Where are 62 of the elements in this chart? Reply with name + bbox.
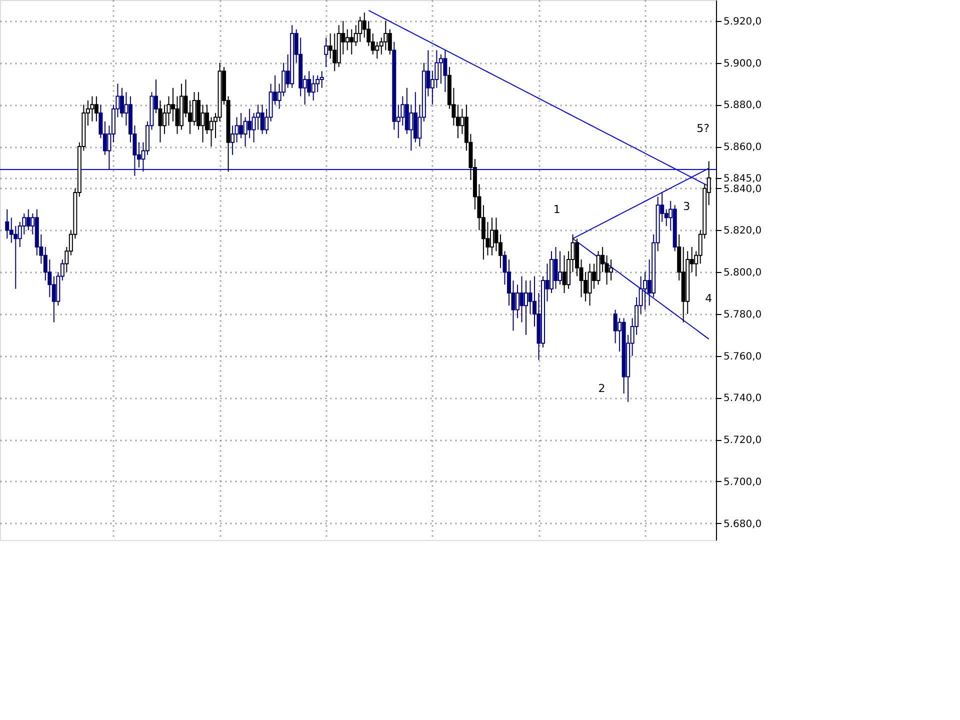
candlestick [438,54,443,84]
candlestick [90,96,94,122]
candlestick [609,259,614,281]
y-tick-label: 5.720,0 [724,435,762,446]
candlestick [558,250,562,286]
candlestick [456,104,460,139]
candlestick [554,246,558,290]
candlestick [320,70,324,88]
candlestick [520,276,524,323]
y-tick-label: 5.845,0 [724,173,762,184]
candlestick [409,104,414,152]
candlestick [345,28,350,51]
candlestick [524,280,528,336]
candlestick [158,100,162,143]
y-tick-label: 5.780,0 [724,309,762,320]
candlestick [643,272,648,310]
candlestick [5,208,10,240]
candlestick [332,32,337,72]
candlestick [311,74,316,101]
y-tick-label: 5.700,0 [724,476,762,488]
candlestick [358,16,362,42]
candlestick [375,41,380,60]
candlestick [664,208,668,227]
candlestick [604,254,609,286]
candlestick [94,96,98,122]
y-tick-label: 5.860,0 [724,142,762,154]
y-tick-label: 5.800,0 [724,268,762,279]
candlestick [588,263,592,306]
candlestick [443,50,448,93]
candlestick [370,32,375,55]
y-tick-label: 5.680,0 [724,518,762,530]
candlestick [209,116,214,148]
annotation: 5? [696,122,710,135]
candlestick [230,125,235,156]
y-tick-label: 5.760,0 [724,351,762,362]
y-tick-label: 5.880,0 [724,100,762,112]
candlestick [528,280,532,314]
candlestick [200,104,205,143]
candlestick [324,37,328,68]
candlestick [248,108,252,139]
candlestick [498,234,502,268]
candlestick [26,208,30,231]
candlestick [490,217,494,256]
annotation: 3 [683,200,690,213]
candlestick [562,254,566,294]
y-tick-label: 5.740,0 [724,393,762,404]
candlestick [350,28,354,55]
y-tick-label: 5.900,0 [724,58,762,70]
y-tick-label: 5.820,0 [724,226,762,237]
candlestick [192,92,196,126]
candlestick [52,276,56,323]
y-tick-label: 5.840,0 [724,184,762,195]
candlestick [494,217,498,252]
y-tick-label: 5.920,0 [724,16,762,28]
candlestick [234,116,239,143]
annotation: 4 [705,292,712,305]
candlestick [260,104,264,134]
candlestick [384,20,388,51]
candlestick [388,28,392,55]
annotation: 1 [553,203,560,216]
annotation: 2 [598,382,606,395]
candlestick [239,112,244,139]
